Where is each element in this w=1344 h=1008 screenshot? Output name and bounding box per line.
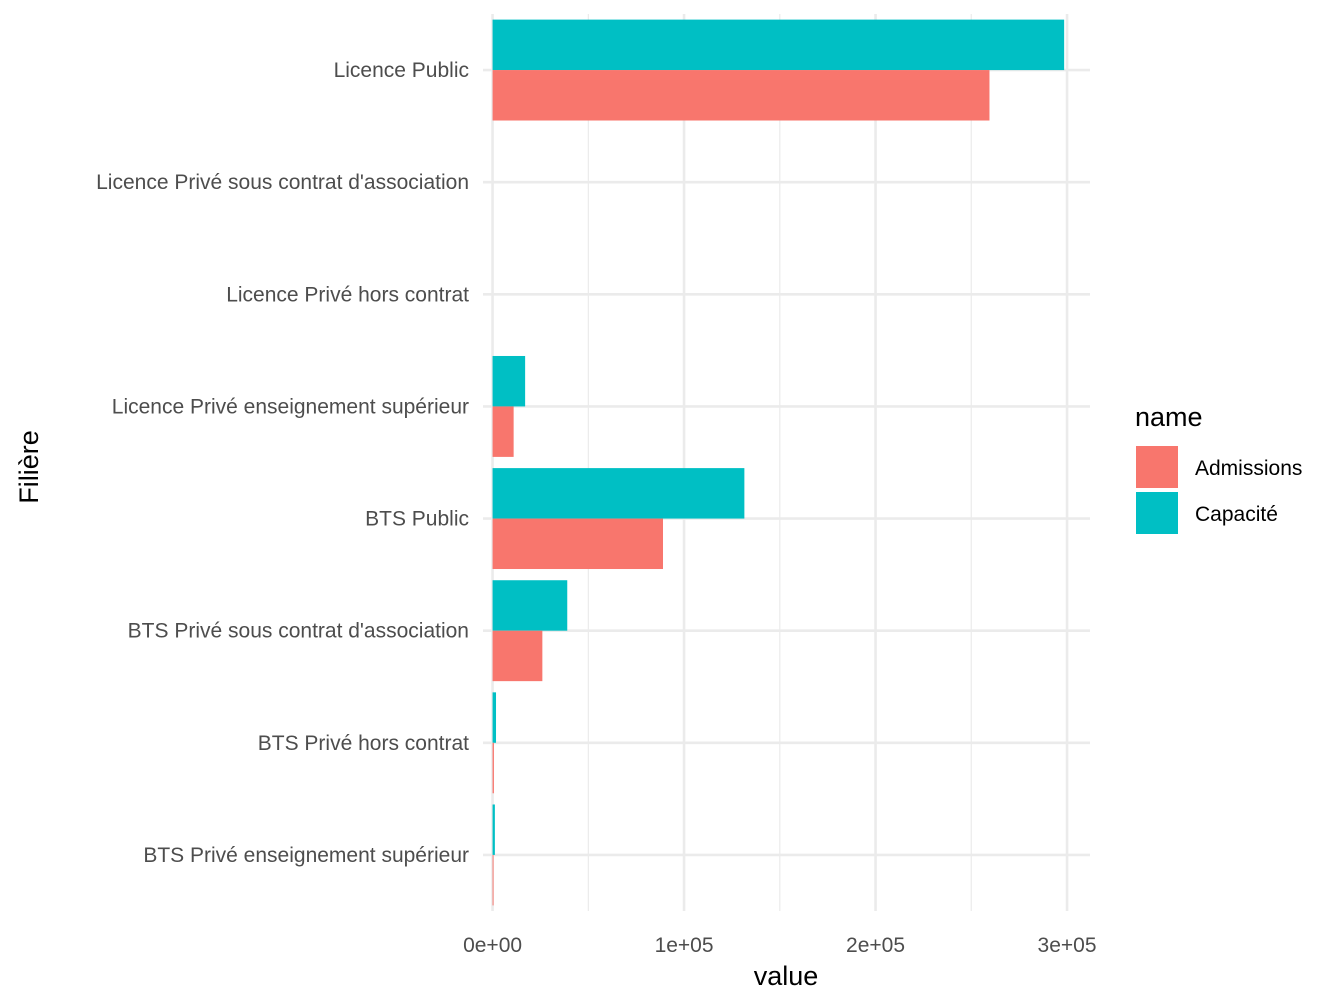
- x-tick-label: 3e+05: [1038, 934, 1097, 957]
- bar-capacite: [492, 355, 526, 407]
- bar-admissions: [492, 854, 494, 906]
- bar-capacite: [492, 692, 497, 743]
- bar-admissions: [492, 742, 494, 794]
- legend: name Admissions Capacité: [1135, 402, 1302, 534]
- x-axis-title: value: [754, 961, 819, 991]
- legend-key: [1136, 446, 1178, 488]
- y-tick-label: BTS Public: [365, 508, 469, 531]
- legend-key: [1136, 492, 1178, 534]
- y-axis-tick-labels: Licence Public Licence Privé sous contrat…: [96, 59, 469, 867]
- y-tick-label: Licence Public: [334, 59, 469, 82]
- x-tick-label: 2e+05: [846, 934, 905, 957]
- bar-admissions: [492, 630, 543, 682]
- y-tick-label: Licence Privé hors contrat: [226, 283, 469, 306]
- bar-capacite: [492, 804, 495, 855]
- legend-title: name: [1135, 402, 1203, 432]
- y-axis-title: Filière: [14, 430, 44, 504]
- x-axis-tick-labels: 0e+00 1e+05 2e+05 3e+05: [463, 934, 1096, 957]
- bar-capacite: [492, 19, 1065, 71]
- bar-capacite: [492, 468, 745, 519]
- y-tick-label: Licence Privé enseignement supérieur: [112, 395, 469, 418]
- y-tick-label: Licence Privé sous contrat d'association: [96, 171, 469, 194]
- x-tick-label: 0e+00: [463, 934, 522, 957]
- major-gridlines: [483, 14, 1090, 911]
- minor-gridlines: [587, 14, 972, 911]
- bar-capacite: [492, 580, 568, 631]
- bar-admissions: [492, 70, 990, 121]
- y-tick-label: BTS Privé sous contrat d'association: [128, 620, 469, 643]
- legend-label: Admissions: [1195, 457, 1302, 480]
- y-tick-label: BTS Privé hors contrat: [258, 732, 469, 755]
- bars: [492, 19, 1065, 906]
- x-tick-label: 1e+05: [655, 934, 714, 957]
- legend-items: Admissions Capacité: [1136, 446, 1302, 534]
- legend-label: Capacité: [1195, 503, 1278, 526]
- y-tick-label: BTS Privé enseignement supérieur: [143, 844, 469, 867]
- bar-admissions: [492, 518, 663, 570]
- bar-admissions: [492, 406, 514, 457]
